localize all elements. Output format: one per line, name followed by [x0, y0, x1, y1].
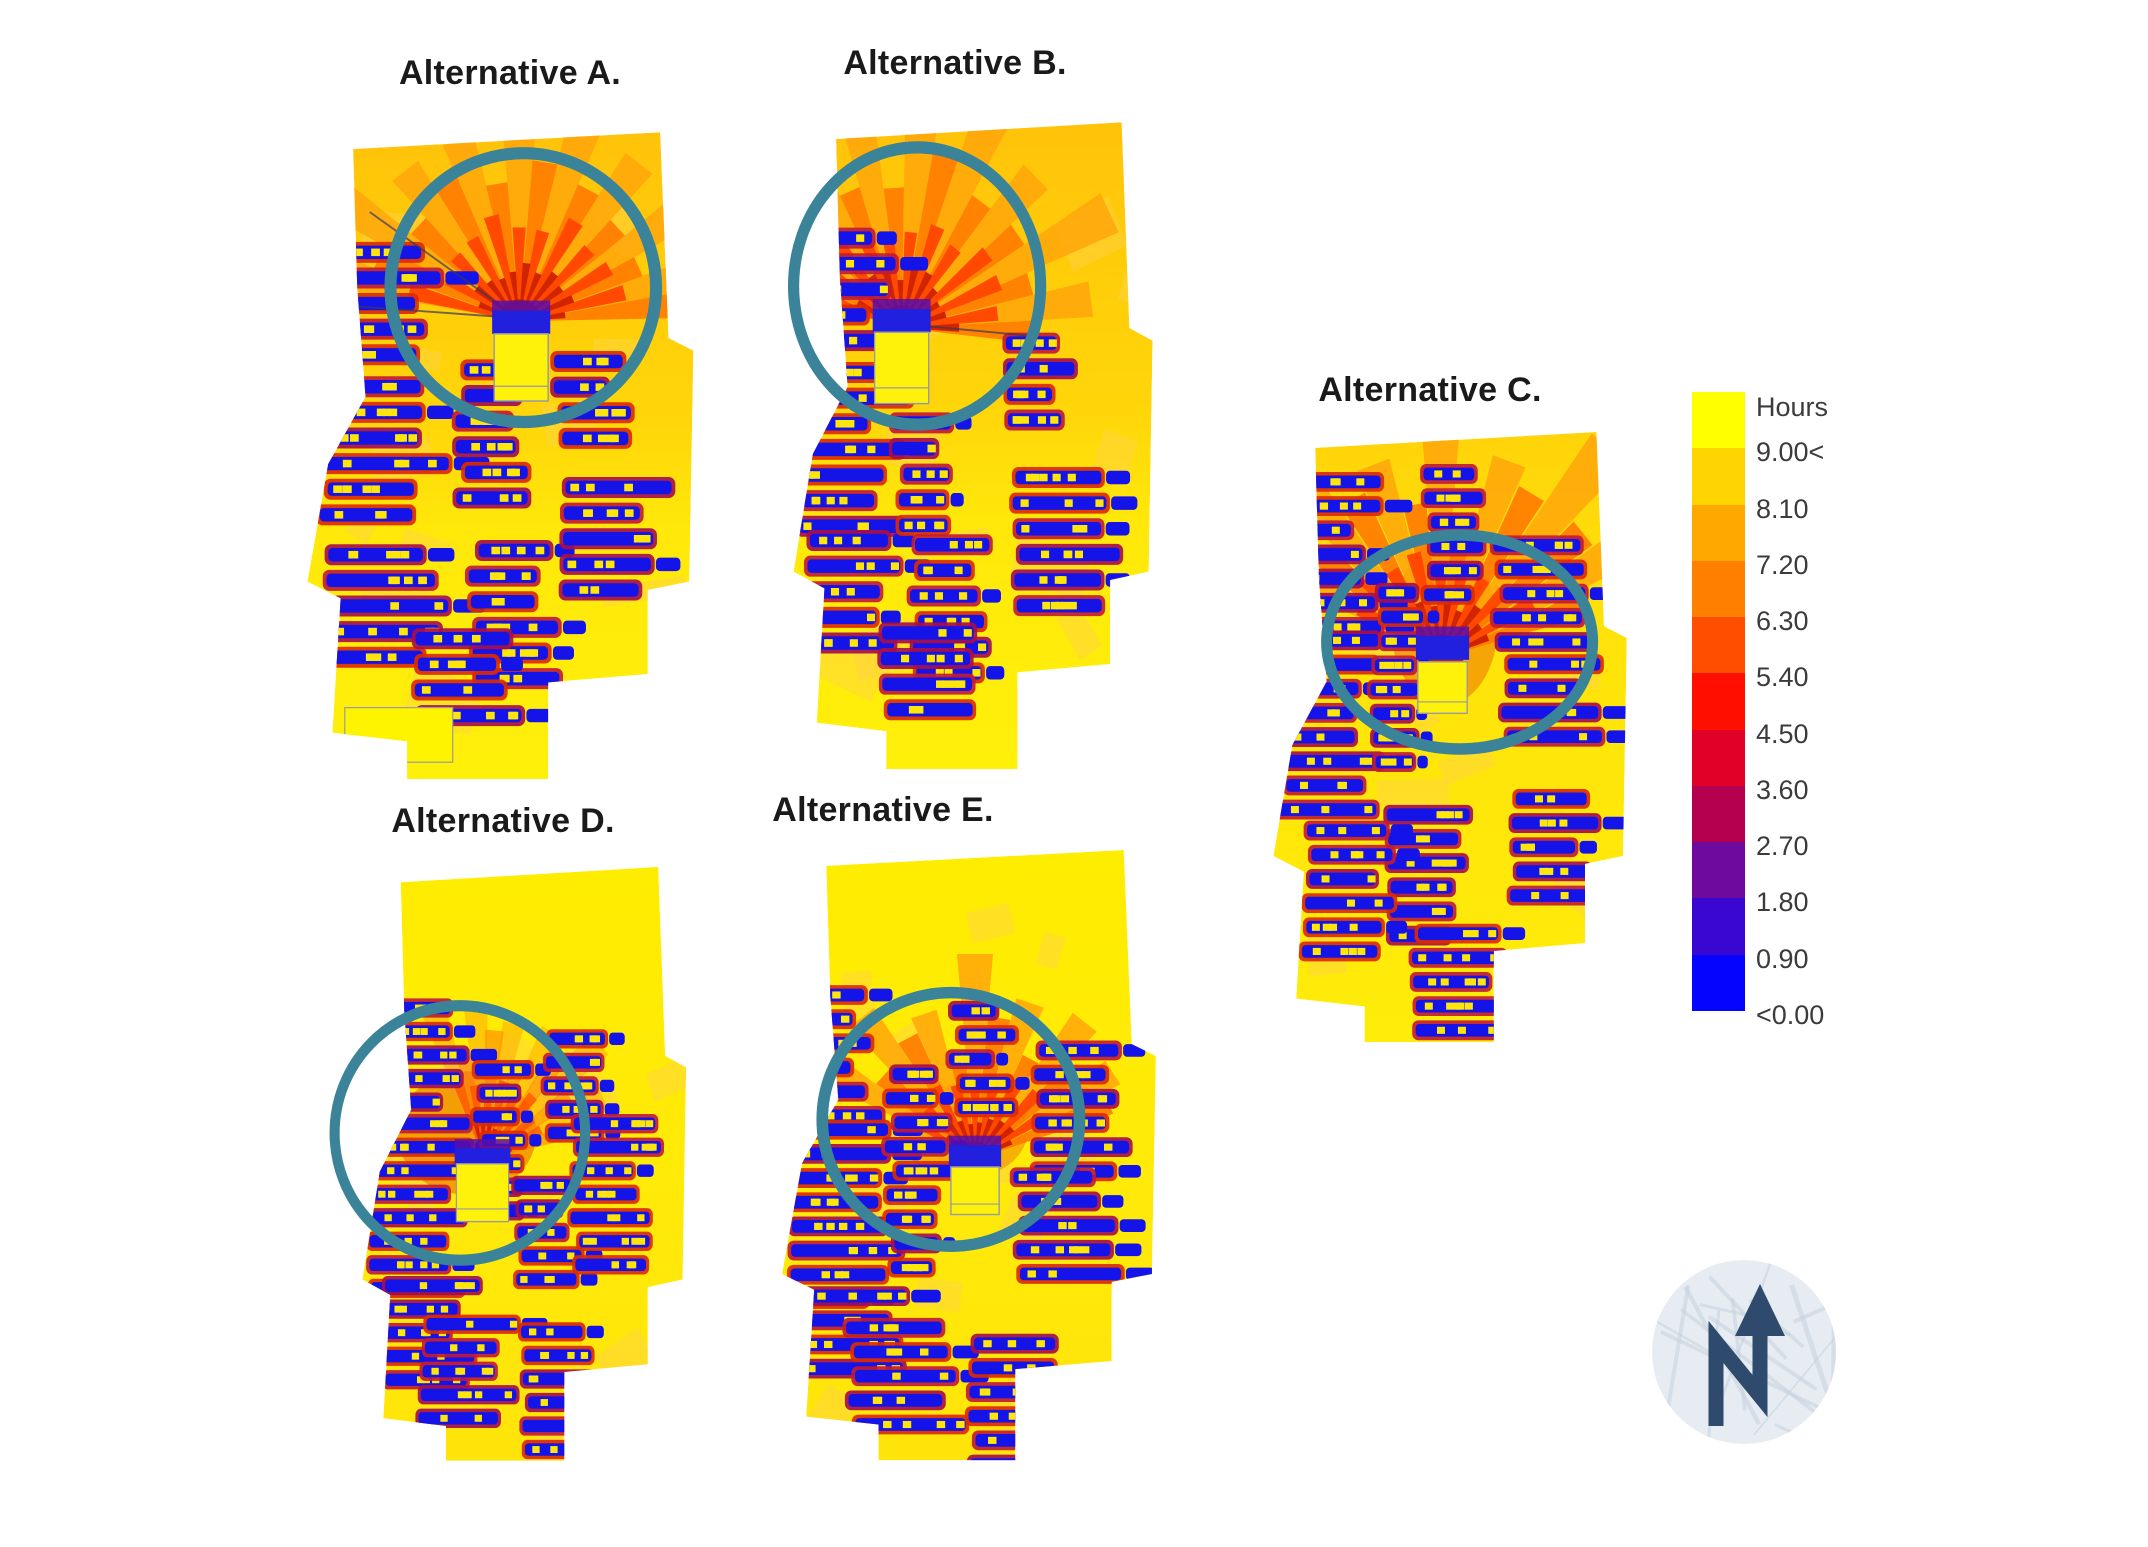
legend-color-segment [1692, 673, 1745, 730]
sunlight-map-alternative-c [1273, 431, 1627, 1043]
title-alternative-c: Alternative C. [1318, 371, 1542, 409]
legend-tick-label: 7.20 [1756, 549, 1809, 580]
legend-tick-label: 8.10 [1756, 493, 1809, 524]
legend-color-segment [1692, 729, 1745, 786]
legend-color-segment [1692, 392, 1745, 449]
legend-tick-label: <0.00 [1756, 999, 1825, 1030]
legend-tick-label: 4.50 [1756, 718, 1809, 749]
legend-color-segment [1692, 504, 1745, 561]
legend-title: Hours [1756, 392, 1829, 422]
legend-tick-label: 0.90 [1756, 943, 1809, 974]
legend-tick-label: 9.00< [1756, 437, 1825, 468]
sunlight-map-alternative-b [787, 122, 1153, 769]
legend-tick-label: 2.70 [1756, 831, 1809, 862]
title-alternative-b: Alternative B. [843, 44, 1067, 82]
legend-color-segment [1692, 898, 1745, 955]
legend-color-segment [1692, 617, 1745, 674]
legend-tick-label: 1.80 [1756, 887, 1809, 918]
north-arrow-icon [1652, 1260, 1836, 1444]
legend-tick-label: 5.40 [1756, 662, 1809, 693]
title-alternative-a: Alternative A. [398, 54, 622, 92]
sunlight-map-alternative-d [329, 866, 687, 1461]
title-alternative-d: Alternative D. [391, 802, 615, 840]
legend-colorbar [1692, 392, 1745, 1011]
legend-tick-label: 6.30 [1756, 606, 1809, 637]
legend-color-segment [1692, 842, 1745, 899]
legend-color-segment [1692, 954, 1745, 1011]
legend-tick-label: 3.60 [1756, 774, 1809, 805]
legend: Hours 9.00< 8.10 7.20 6.30 5.40 4.50 3.60 2.70 1… [1692, 392, 1932, 1092]
sunlight-map-alternative-a [307, 132, 694, 779]
legend-color-segment [1692, 448, 1745, 505]
legend-color-segment [1692, 785, 1745, 843]
sunlight-map-alternative-e [782, 849, 1156, 1461]
legend-color-segment [1692, 560, 1745, 618]
title-alternative-e: Alternative E. [772, 791, 994, 829]
